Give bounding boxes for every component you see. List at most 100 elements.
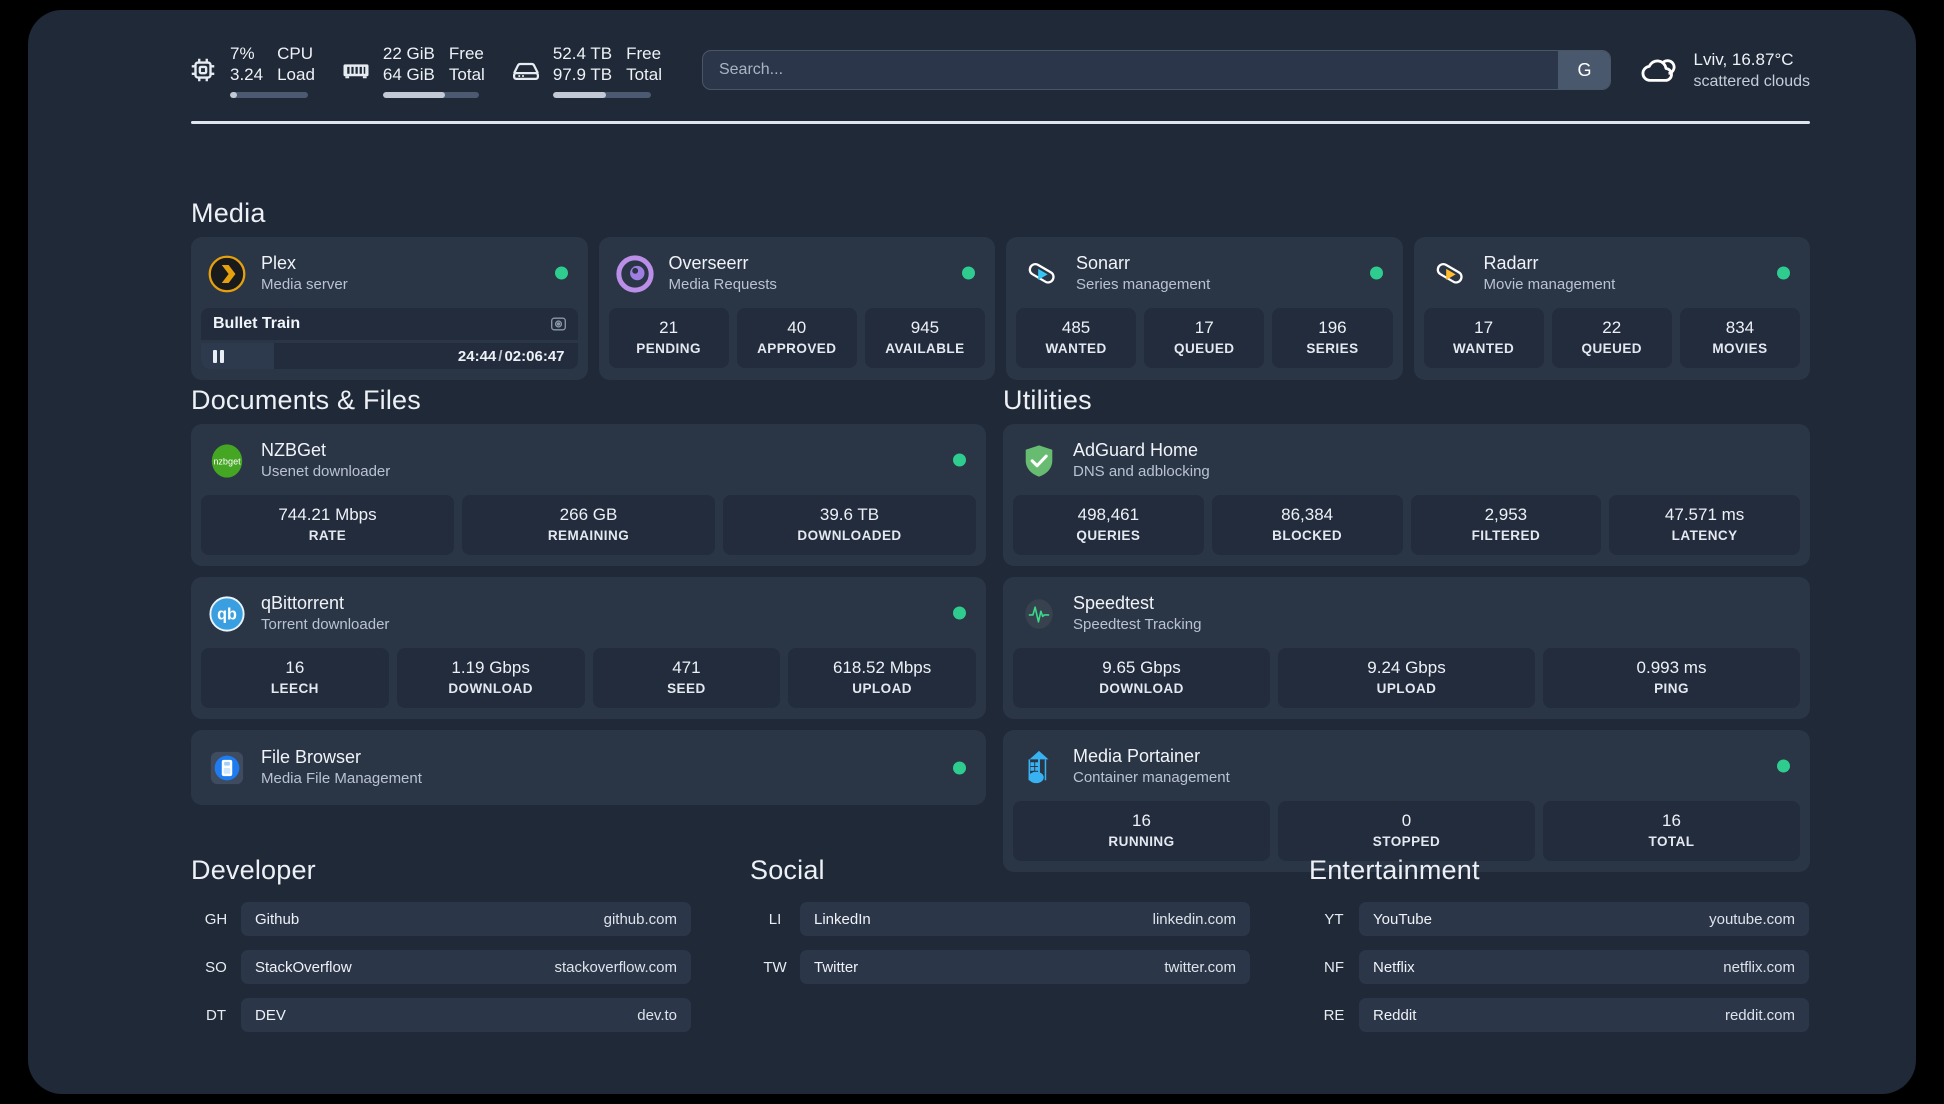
nzbget-status-badge [953, 453, 966, 466]
bookmark-group-title: Developer [191, 855, 316, 885]
search-input[interactable] [702, 61, 1559, 79]
service-card-media-portainer[interactable]: Media Portainer Container management 16 … [1003, 730, 1810, 872]
stat-tile: 471 SEED [592, 648, 781, 708]
service-card-overseerr[interactable]: Overseerr Media Requests 21 PENDING 40 A… [598, 237, 996, 380]
stat-value: 471 [672, 658, 701, 677]
pause-icon[interactable] [213, 349, 224, 363]
bookmark-item[interactable]: LI LinkedIn linkedin.com [750, 902, 1250, 936]
cast-icon[interactable] [550, 316, 567, 333]
stat-value: 40 [787, 318, 807, 337]
qbittorrent-status-badge [953, 606, 966, 619]
stat-tile: 2,953 FILTERED [1410, 495, 1602, 555]
memory-ram-icon [341, 55, 371, 85]
bookmark-link[interactable]: LinkedIn linkedin.com [800, 902, 1250, 936]
qbittorrent-card-header: qb qBittorrent Torrent downloader [191, 577, 986, 648]
plex-card-header: Plex Media server [191, 237, 588, 308]
bookmark-label: DEV [255, 1006, 286, 1024]
bookmarks-area: Developer GH Github github.com SO StackO… [191, 855, 1810, 1046]
bookmark-link[interactable]: Twitter twitter.com [800, 950, 1250, 984]
bookmark-link[interactable]: Netflix netflix.com [1359, 950, 1809, 984]
plex-player: Bullet Train 24:44/02:06:47 [191, 308, 588, 380]
bookmark-item[interactable]: RE Reddit reddit.com [1309, 998, 1809, 1032]
service-card-qbittorrent[interactable]: qb qBittorrent Torrent downloader 16 LEE… [191, 577, 986, 719]
memory-usage-bar-fill [382, 91, 446, 98]
service-card-radarr[interactable]: Radarr Movie management 17 WANTED 22 QUE… [1413, 237, 1810, 380]
stat-tile: 22 QUEUED [1551, 308, 1672, 368]
stat-value: 196 [1318, 318, 1347, 337]
bookmark-link[interactable]: StackOverflow stackoverflow.com [241, 950, 691, 984]
search-box[interactable]: G [701, 50, 1612, 90]
plex-progress-bar[interactable]: 24:44/02:06:47 [201, 343, 578, 369]
stat-label: QUERIES [1076, 528, 1141, 543]
bookmark-link[interactable]: Reddit reddit.com [1359, 998, 1809, 1032]
stat-value: 17 [1474, 318, 1494, 337]
bookmark-item[interactable]: DT DEV dev.to [191, 998, 691, 1032]
sonarr-title: Sonarr [1076, 253, 1131, 273]
bookmark-abbr: NF [1324, 958, 1344, 976]
stat-label: DOWNLOAD [448, 681, 533, 696]
stat-tile: 196 SERIES [1272, 308, 1393, 368]
stat-value: 9.24 Gbps [1367, 658, 1446, 677]
stat-label: MOVIES [1712, 341, 1768, 356]
plex-title: Plex [261, 253, 297, 273]
search-engine-button[interactable]: G [1558, 51, 1611, 89]
stat-tile: 86,384 BLOCKED [1211, 495, 1403, 555]
stat-label: DOWNLOAD [1099, 681, 1184, 696]
service-card-filebrowser[interactable]: File Browser Media File Management [191, 730, 986, 805]
bookmark-item[interactable]: TW Twitter twitter.com [750, 950, 1250, 984]
overseerr-stats: 21 PENDING 40 APPROVED 945 AVAILABLE [599, 308, 996, 379]
cpu-stat: 7% 3.24 CPU Load [188, 43, 315, 98]
stat-tile: 485 WANTED [1016, 308, 1137, 368]
header-divider [191, 121, 1810, 124]
bookmark-label: StackOverflow [255, 958, 352, 976]
radarr-status-badge [1777, 266, 1790, 279]
bookmark-item[interactable]: NF Netflix netflix.com [1309, 950, 1809, 984]
service-card-adguard-home[interactable]: AdGuard Home DNS and adblocking 498,461 … [1003, 424, 1810, 566]
service-card-speedtest[interactable]: Speedtest Speedtest Tracking 9.65 Gbps D… [1003, 577, 1810, 719]
filebrowser-card-header: File Browser Media File Management [191, 730, 986, 805]
bookmark-label: LinkedIn [814, 910, 871, 928]
service-card-nzbget[interactable]: nzbget NZBGet Usenet downloader 744.21 M… [191, 424, 986, 566]
stat-label: PING [1654, 681, 1689, 696]
cpu-usage-bar [230, 91, 308, 98]
speedtest-title: Speedtest [1073, 593, 1155, 613]
bookmark-item[interactable]: SO StackOverflow stackoverflow.com [191, 950, 691, 984]
bookmark-link[interactable]: DEV dev.to [241, 998, 691, 1032]
bookmark-link[interactable]: YouTube youtube.com [1359, 902, 1809, 936]
media-cards-row: Plex Media server Bullet Train [191, 237, 1810, 380]
bookmark-item[interactable]: GH Github github.com [191, 902, 691, 936]
speedtest-pulse-icon [1020, 595, 1058, 633]
stat-label: UPLOAD [1376, 681, 1437, 696]
service-card-plex[interactable]: Plex Media server Bullet Train [191, 237, 588, 380]
bookmark-url: linkedin.com [1152, 910, 1236, 928]
bookmark-label: Github [255, 910, 300, 928]
stat-label: RUNNING [1108, 834, 1175, 849]
stat-label: UPLOAD [852, 681, 912, 696]
plex-progress-fill [201, 343, 275, 369]
cpu-label-line2: Load [277, 64, 315, 84]
bookmark-abbr: YT [1324, 910, 1344, 928]
bookmark-label: YouTube [1373, 910, 1432, 928]
file-browser-icon [208, 749, 246, 787]
bookmark-link[interactable]: Github github.com [241, 902, 691, 936]
bookmark-group-title: Social [750, 855, 825, 885]
plex-icon [208, 255, 246, 293]
portainer-icon [1020, 748, 1058, 786]
bookmark-item[interactable]: YT YouTube youtube.com [1309, 902, 1809, 936]
stat-tile: 47.571 ms LATENCY [1609, 495, 1800, 555]
bookmark-abbr: SO [205, 958, 227, 976]
portainer-title: Media Portainer [1073, 746, 1201, 766]
stat-label: WANTED [1045, 341, 1107, 356]
stat-tile: 17 QUEUED [1144, 308, 1265, 368]
speedtest-subtitle: Speedtest Tracking [1073, 616, 1202, 633]
scattered-clouds-icon [1637, 53, 1679, 87]
plex-now-playing-bar: Bullet Train [201, 308, 578, 340]
hard-drive-icon [511, 55, 541, 85]
stat-tile: 834 MOVIES [1679, 308, 1801, 368]
weather-widget: Lviv, 16.87°C scattered clouds [1637, 49, 1810, 92]
stat-tile: 9.24 Gbps UPLOAD [1278, 648, 1535, 708]
nzbget-stats: 744.21 Mbps RATE 266 GB REMAINING 39.6 T… [191, 495, 986, 566]
stat-value: 86,384 [1281, 505, 1334, 524]
service-card-sonarr[interactable]: Sonarr Series management 485 WANTED 17 Q… [1006, 237, 1403, 380]
stat-label: STOPPED [1372, 834, 1441, 849]
